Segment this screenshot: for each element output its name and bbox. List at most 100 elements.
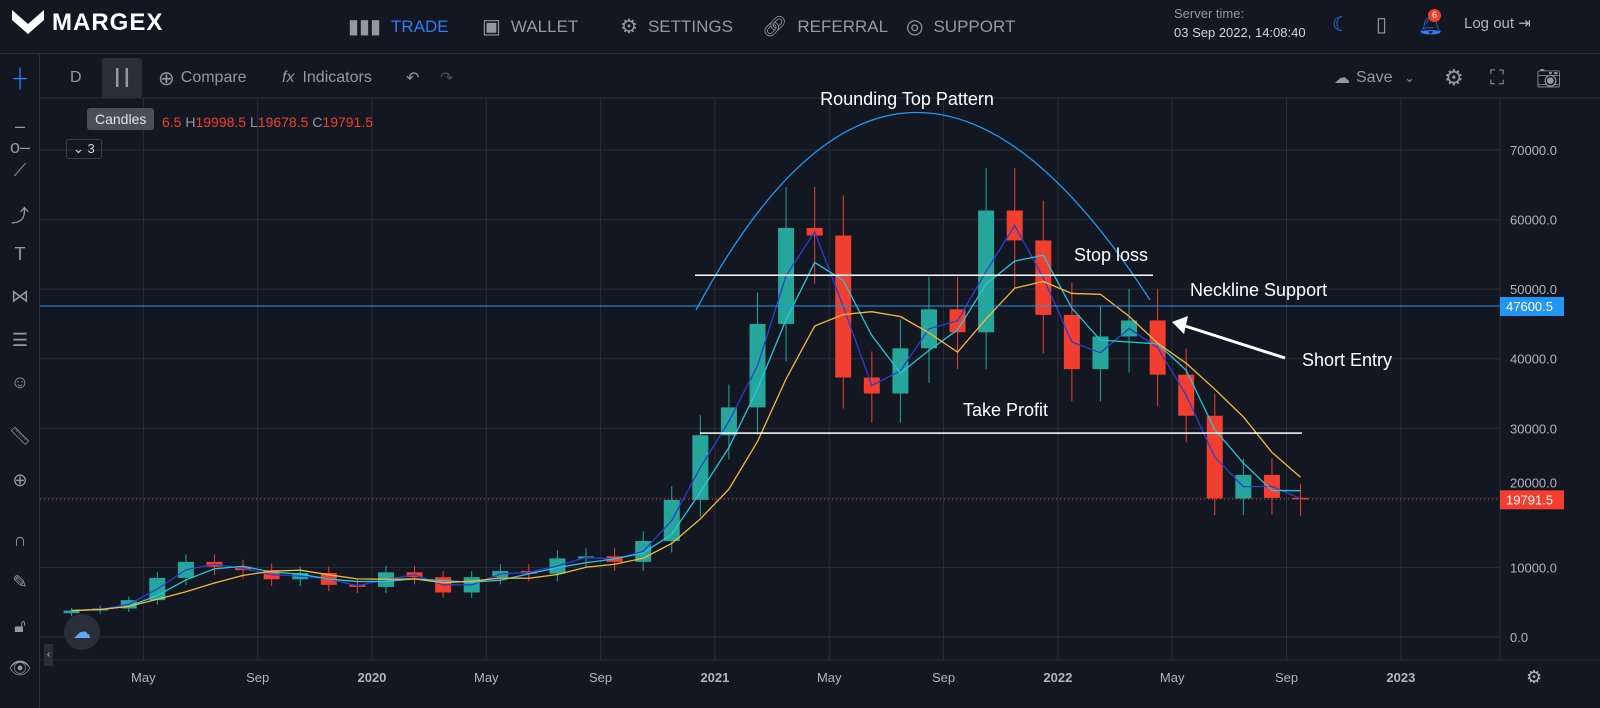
lifebuoy-icon: ◎	[906, 16, 924, 38]
ruler-icon[interactable]: 📏︎	[8, 426, 32, 446]
top-nav: MARGEX ▮▮▮ TRADE ▣ WALLET ⚙ SETTINGS 🔗︎ REFE…	[0, 0, 1600, 54]
y-tick-label: 20000.0	[1510, 475, 1557, 490]
settings-button[interactable]: ⚙	[1444, 60, 1464, 96]
unlock-icon[interactable]: 🔓︎	[14, 616, 26, 636]
mobile-app-icon[interactable]: ▯	[1376, 14, 1388, 36]
neckline-price-label: 47600.5	[1506, 299, 1553, 314]
fullscreen-button[interactable]: ⛶	[1490, 60, 1504, 96]
nav-referral[interactable]: 🔗︎ REFERRAL	[762, 14, 888, 39]
eye-icon[interactable]: 👁︎	[8, 658, 32, 678]
collapse-toolbar-button[interactable]: ‹	[44, 644, 53, 666]
interval-label: D	[70, 69, 82, 86]
compare-label: Compare	[180, 69, 247, 86]
indicators-label: Indicators	[302, 69, 372, 86]
short-entry-arrow	[1181, 323, 1286, 360]
brand-logo[interactable]: MARGEX	[10, 8, 163, 38]
nav-label: REFERRAL	[797, 16, 889, 36]
y-tick-label: 10000.0	[1510, 560, 1557, 575]
nav-support[interactable]: ◎ SUPPORT	[906, 14, 1015, 39]
indicators-button[interactable]: fx Indicators	[282, 60, 372, 96]
ma-fast-line	[71, 224, 1301, 612]
undo-button[interactable]: ↶	[406, 60, 419, 96]
nav-label: SUPPORT	[933, 16, 1016, 36]
x-tick-label: May	[131, 670, 156, 685]
drawing-toolbar: ┼ –o– ⟋ ⤴ T ⋈ ☰ ☺ 📏︎ ⊕ ∩ ✎ 🔓︎ 👁︎	[0, 54, 40, 708]
last-price-tag	[1500, 490, 1564, 510]
redo-icon: ↷	[440, 70, 454, 87]
neckline-price-tag	[1500, 297, 1564, 316]
pattern-icon[interactable]: ⋈	[11, 286, 29, 306]
gear-icon: ⚙	[620, 16, 638, 38]
x-tick-label: 2021	[700, 670, 729, 685]
nav-settings[interactable]: ⚙ SETTINGS	[620, 14, 733, 39]
emoji-icon[interactable]: ☺	[10, 372, 30, 392]
trend-lines-icon[interactable]: ⟋	[13, 160, 27, 180]
last-price-label: 19791.5	[1506, 492, 1553, 507]
x-tick-label: May	[817, 670, 842, 685]
save-label: Save	[1356, 69, 1393, 86]
candles-button[interactable]: ┃┃	[102, 58, 142, 98]
cloud-icon: ☁	[1334, 70, 1350, 87]
text-tool-icon[interactable]: T	[14, 244, 26, 264]
camera-icon: 📷︎	[1536, 67, 1562, 90]
open-value: 6.5	[162, 114, 182, 130]
x-tick-label: Sep	[932, 670, 955, 685]
redo-button[interactable]: ↷	[440, 60, 453, 96]
x-tick-label: Sep	[246, 670, 269, 685]
gear-icon: ⚙	[1444, 65, 1464, 90]
low-label: L	[249, 114, 258, 130]
neckline-label: Neckline Support	[1190, 280, 1327, 300]
candles-icon: ┃┃	[112, 70, 132, 87]
ma-mid-line	[71, 254, 1301, 612]
moon-icon[interactable]: ☾	[1332, 14, 1350, 36]
x-tick-label: May	[474, 670, 499, 685]
tradingview-logo-icon[interactable]: ☁	[64, 614, 100, 650]
fx-icon: fx	[282, 69, 295, 86]
nav-wallet[interactable]: ▣ WALLET	[482, 14, 578, 39]
bar-chart-icon: ▮▮▮	[348, 16, 382, 38]
logout-icon: ⇥	[1518, 15, 1531, 32]
chevron-down-icon: ⌄	[1404, 71, 1415, 85]
y-tick-label: 30000.0	[1510, 421, 1557, 436]
short-entry-label: Short Entry	[1302, 350, 1392, 370]
save-button[interactable]: ☁ Save ⌄	[1334, 60, 1415, 96]
prediction-icon[interactable]: ☰	[11, 330, 29, 350]
path-icon[interactable]: ⤴	[11, 206, 29, 226]
interval-button[interactable]: D	[70, 60, 82, 96]
logout-label: Log out	[1464, 15, 1515, 32]
brand-name: MARGEX	[52, 9, 164, 36]
indicators-collapse-button[interactable]: ⌄ 3	[66, 139, 102, 159]
lock-drawing-icon[interactable]: ✎	[12, 572, 28, 592]
close-value: 19791.5	[322, 114, 374, 130]
compare-button[interactable]: ⊕ Compare	[158, 60, 247, 96]
take-profit-label: Take Profit	[963, 400, 1048, 420]
ohlc-legend: 6.5 H19998.5 L19678.5 C19791.5	[162, 114, 373, 130]
stop-loss-label: Stop loss	[1074, 245, 1148, 265]
y-tick-label: 40000.0	[1510, 352, 1557, 367]
high-label: H	[185, 114, 196, 130]
horizontal-line-icon[interactable]: –o–	[9, 116, 31, 157]
link-icon: 🔗︎	[762, 16, 788, 38]
candle-body	[63, 610, 80, 614]
undo-icon: ↶	[406, 70, 420, 87]
magnet-icon[interactable]: ∩	[13, 530, 27, 550]
nav-label: WALLET	[510, 16, 579, 36]
x-tick-label: May	[1160, 670, 1185, 685]
logout-button[interactable]: Log out ⇥	[1464, 14, 1531, 32]
low-value: 19678.5	[257, 114, 309, 130]
nav-label: SETTINGS	[647, 16, 733, 36]
axis-settings-icon[interactable]: ⚙	[1526, 667, 1543, 687]
x-tick-label: 2022	[1043, 670, 1072, 685]
screenshot-button[interactable]: 📷︎	[1536, 60, 1561, 96]
y-tick-label: 50000.0	[1510, 282, 1557, 297]
ma-slow-line	[71, 280, 1301, 612]
server-time-label: Server time:	[1174, 6, 1245, 21]
chart-title: Rounding Top Pattern	[820, 89, 994, 109]
x-tick-label: Sep	[589, 670, 612, 685]
notification-badge: 6	[1428, 9, 1441, 22]
crosshair-icon[interactable]: ┼	[13, 68, 27, 88]
zoom-in-icon[interactable]: ⊕	[12, 470, 28, 490]
candles-tooltip: Candles	[87, 108, 155, 130]
nav-trade[interactable]: ▮▮▮ TRADE	[348, 14, 449, 39]
